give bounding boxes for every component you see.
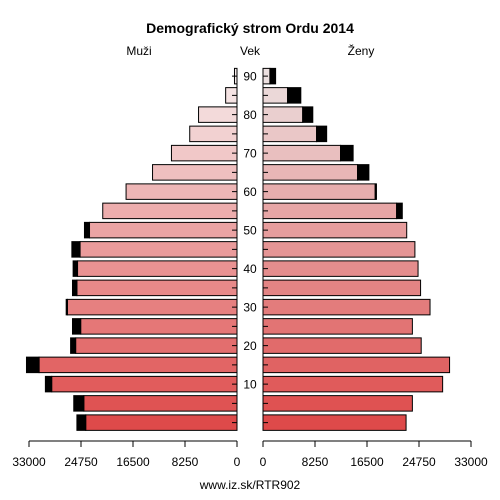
bar-men-60-64: [125, 183, 238, 200]
bar-women-30-34: [262, 298, 431, 316]
age-tick-label: 70: [243, 147, 257, 161]
bar-women-40-44: [262, 260, 419, 277]
chart-title: Demografický strom Ordu 2014: [146, 20, 354, 36]
bar-women-55-59: [262, 202, 398, 220]
bar-women-75-79: [262, 125, 318, 143]
x-tick-label-right: 33000: [454, 455, 488, 469]
excess-men-5-9: [73, 395, 85, 412]
x-tick-label-right: 8250: [302, 455, 329, 469]
bar-men-70-74: [170, 144, 238, 162]
age-tick-label: 10: [243, 378, 257, 392]
age-tick-label: 80: [243, 108, 257, 122]
bar-men-10-14: [51, 375, 238, 393]
bar-men-35-39: [76, 279, 238, 297]
x-tick-label-right: 16500: [350, 455, 384, 469]
bar-women-35-39: [262, 279, 422, 297]
bar-men-0-4: [85, 414, 238, 431]
bar-women-20-24: [262, 337, 422, 354]
age-tick-label: 90: [243, 70, 257, 84]
bar-women-0-4: [262, 414, 407, 431]
bar-men-50-54: [89, 221, 238, 239]
excess-women-90+: [269, 67, 277, 85]
excess-men-30-34: [65, 298, 68, 316]
excess-men-0-4: [76, 414, 87, 431]
excess-men-45-49: [71, 241, 81, 258]
bar-women-10-14: [262, 375, 444, 393]
bar-men-15-19: [38, 356, 238, 374]
x-tick-label-left: 24750: [64, 455, 98, 469]
excess-women-55-59: [396, 202, 403, 220]
x-tick-label-left: 8250: [172, 455, 199, 469]
bars-layer: [25, 67, 451, 431]
bar-women-50-54: [262, 221, 408, 239]
x-tick-label-left: 0: [234, 455, 241, 469]
footer-url: www.iz.sk/RTR902: [199, 478, 301, 492]
excess-women-70-74: [340, 144, 354, 162]
bar-men-45-49: [79, 241, 238, 258]
left-label: Muži: [126, 44, 151, 58]
excess-men-20-24: [70, 337, 77, 354]
excess-men-35-39: [71, 279, 78, 297]
center-label: Vek: [240, 44, 261, 58]
excess-men-25-29: [71, 318, 82, 335]
bar-women-65-69: [262, 164, 359, 181]
right-label: Ženy: [348, 43, 375, 58]
bar-men-5-9: [83, 395, 238, 412]
bar-men-30-34: [66, 298, 238, 316]
bar-women-70-74: [262, 144, 342, 162]
bar-men-55-59: [102, 202, 238, 220]
axes-layer: 10 20 30 40 50 60 70 80 90 33000 24750 16500 8250 0 0 8…: [12, 70, 488, 469]
age-tick-label: 20: [243, 339, 257, 353]
x-tick-label-left: 33000: [12, 455, 46, 469]
x-tick-label-right: 0: [260, 455, 267, 469]
excess-men-40-44: [72, 260, 79, 277]
bar-women-80-84: [262, 106, 304, 123]
age-tick-label: 50: [243, 224, 257, 238]
bar-women-45-49: [262, 241, 416, 258]
bar-men-75-79: [189, 125, 238, 143]
bar-men-65-69: [152, 164, 238, 181]
age-tick-label: 30: [243, 301, 257, 315]
excess-men-15-19: [25, 356, 40, 374]
excess-women-75-79: [316, 125, 328, 143]
bar-men-80-84: [198, 106, 238, 123]
excess-women-85-89: [287, 87, 302, 104]
bar-women-60-64: [262, 183, 376, 200]
excess-women-60-64: [374, 183, 377, 200]
bar-women-25-29: [262, 318, 413, 335]
bar-men-20-24: [75, 337, 238, 354]
bar-men-40-44: [77, 260, 238, 277]
excess-men-10-14: [44, 375, 53, 393]
x-tick-label-left: 16500: [116, 455, 150, 469]
age-tick-label: 40: [243, 262, 257, 276]
excess-women-80-84: [302, 106, 314, 123]
x-tick-label-right: 24750: [402, 455, 436, 469]
age-tick-label: 60: [243, 185, 257, 199]
excess-men-50-54: [83, 221, 91, 239]
bar-men-25-29: [80, 318, 238, 335]
bar-women-15-19: [262, 356, 451, 374]
excess-women-65-69: [357, 164, 370, 181]
bar-women-5-9: [262, 395, 413, 412]
